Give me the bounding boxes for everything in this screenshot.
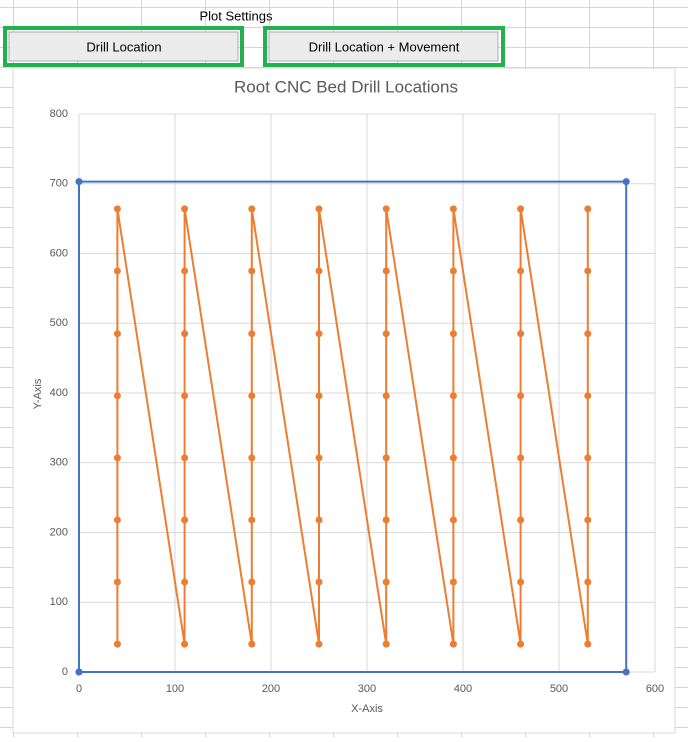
- point: [382, 392, 390, 400]
- point: [517, 267, 525, 275]
- point: [382, 578, 390, 586]
- point: [449, 330, 457, 338]
- x-tick-label: 300: [358, 683, 376, 695]
- x-tick-label: 600: [646, 683, 664, 695]
- point: [517, 392, 525, 400]
- button-label: Drill Location + Movement: [309, 39, 460, 54]
- sheet-label: Plot Settings: [200, 8, 273, 23]
- y-tick-label: 500: [50, 317, 68, 329]
- x-tick-label: 0: [76, 683, 82, 695]
- point: [181, 578, 189, 586]
- y-tick-label: 0: [62, 666, 68, 678]
- x-tick-label: 500: [550, 683, 568, 695]
- point: [113, 392, 121, 400]
- point: [113, 330, 121, 338]
- button[interactable]: Drill Location + Movement: [263, 26, 505, 67]
- button[interactable]: Drill Location: [3, 26, 244, 67]
- point: [517, 516, 525, 524]
- point: [449, 578, 457, 586]
- point: [382, 516, 390, 524]
- button-face: [8, 31, 239, 62]
- point: [248, 454, 256, 462]
- point: [315, 267, 323, 275]
- point: [248, 330, 256, 338]
- point: [113, 454, 121, 462]
- point: [517, 578, 525, 586]
- point: [181, 392, 189, 400]
- x-tick-label: 100: [166, 683, 184, 695]
- point: [584, 578, 592, 586]
- point: [113, 267, 121, 275]
- point: [113, 205, 121, 213]
- point: [315, 330, 323, 338]
- series-line: [116, 208, 589, 645]
- point: [248, 267, 256, 275]
- y-tick-label: 300: [50, 457, 68, 469]
- point: [248, 516, 256, 524]
- y-axis-title: Y-Axis: [32, 378, 44, 409]
- point: [75, 668, 83, 676]
- point: [584, 640, 592, 648]
- point: [248, 578, 256, 586]
- point: [181, 640, 189, 648]
- point: [315, 205, 323, 213]
- point: [315, 640, 323, 648]
- point: [449, 640, 457, 648]
- point: [382, 454, 390, 462]
- button-face: [268, 31, 499, 62]
- point: [181, 205, 189, 213]
- point: [517, 454, 525, 462]
- point: [584, 516, 592, 524]
- point: [449, 392, 457, 400]
- point: [315, 516, 323, 524]
- point: [584, 267, 592, 275]
- point: [181, 330, 189, 338]
- point: [382, 640, 390, 648]
- y-tick-label: 100: [50, 596, 68, 608]
- point: [584, 330, 592, 338]
- point: [449, 454, 457, 462]
- point: [449, 516, 457, 524]
- point: [75, 178, 83, 186]
- chart-area: [12, 67, 676, 734]
- point: [113, 578, 121, 586]
- point: [248, 205, 256, 213]
- point: [517, 330, 525, 338]
- point: [517, 205, 525, 213]
- point: [622, 178, 630, 186]
- point: [315, 392, 323, 400]
- button-outline: [3, 26, 244, 67]
- y-tick-label: 700: [50, 178, 68, 190]
- point: [181, 267, 189, 275]
- point: [315, 454, 323, 462]
- point: [382, 205, 390, 213]
- point: [113, 640, 121, 648]
- y-tick-label: 800: [50, 108, 68, 120]
- point: [622, 668, 630, 676]
- point: [181, 454, 189, 462]
- x-tick-label: 400: [454, 683, 472, 695]
- point: [248, 392, 256, 400]
- y-tick-label: 400: [50, 387, 68, 399]
- point: [248, 640, 256, 648]
- chart-title: Root CNC Bed Drill Locations: [234, 77, 458, 96]
- y-tick-label: 200: [50, 526, 68, 538]
- point: [181, 516, 189, 524]
- point: [113, 516, 121, 524]
- point: [449, 205, 457, 213]
- y-tick-label: 600: [50, 247, 68, 259]
- x-tick-label: 200: [262, 683, 280, 695]
- point: [584, 205, 592, 213]
- point: [315, 578, 323, 586]
- point: [517, 640, 525, 648]
- point: [449, 267, 457, 275]
- point: [584, 392, 592, 400]
- point: [382, 267, 390, 275]
- x-axis-title: X-Axis: [351, 703, 383, 715]
- button-label: Drill Location: [86, 39, 161, 54]
- point: [584, 454, 592, 462]
- point: [382, 330, 390, 338]
- button-outline: [263, 26, 505, 67]
